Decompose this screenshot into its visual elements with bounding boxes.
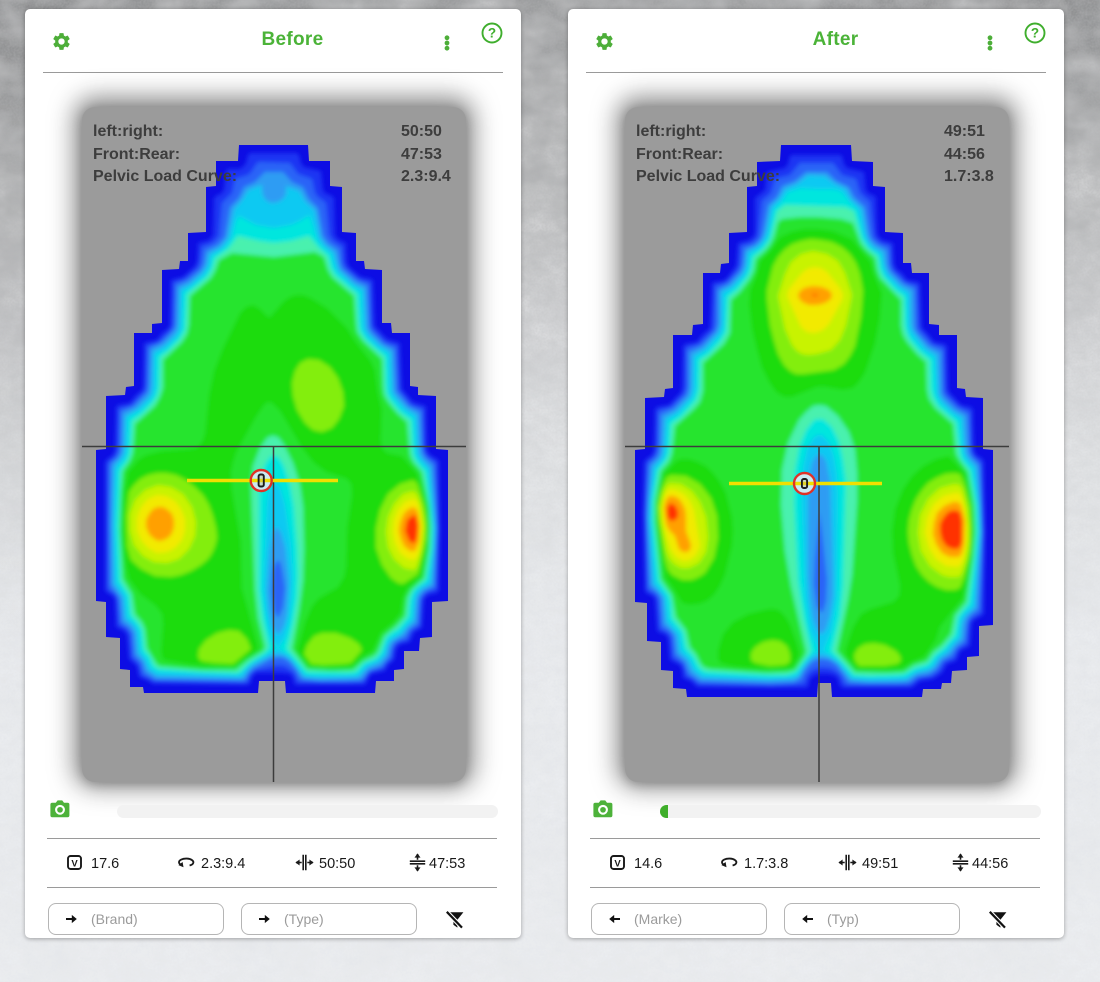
svg-text:?: ? bbox=[1031, 26, 1039, 41]
svg-text:V: V bbox=[71, 858, 78, 869]
svg-text:V: V bbox=[614, 858, 621, 869]
svg-text:?: ? bbox=[488, 26, 496, 41]
